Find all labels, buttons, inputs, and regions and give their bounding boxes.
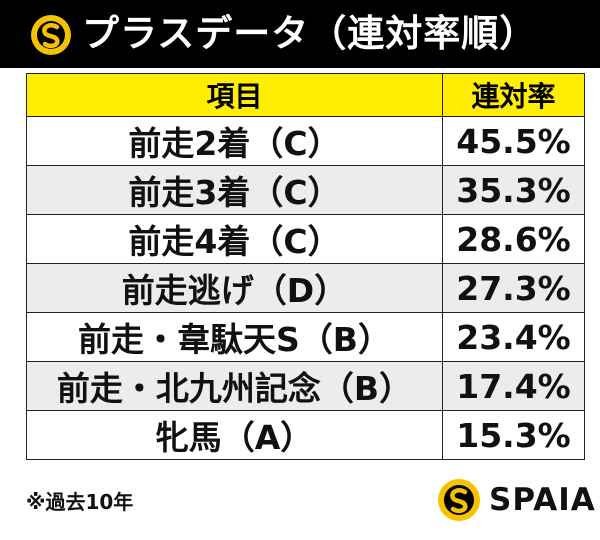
title-bar: プラスデータ（連対率順） — [0, 0, 600, 68]
brand-name: SPAIA — [489, 482, 596, 518]
row-item: 前走・韋駄天S（B） — [26, 312, 443, 362]
row-rate: 45.5% — [442, 116, 585, 166]
table-row: 前走4着（C） 28.6% — [26, 214, 585, 264]
header-rate: 連対率 — [442, 73, 585, 117]
table-row: 前走2着（C） 45.5% — [26, 116, 585, 166]
row-item: 前走・北九州記念（B） — [26, 361, 443, 411]
table-row: 前走逃げ（D） 27.3% — [26, 263, 585, 313]
table-header-row: 項目 連対率 — [26, 73, 585, 117]
row-rate: 27.3% — [442, 263, 585, 313]
row-rate: 17.4% — [442, 361, 585, 411]
row-item: 前走逃げ（D） — [26, 263, 443, 313]
footnote: ※過去10年 — [26, 490, 134, 514]
page-title: プラスデータ（連対率順） — [82, 12, 538, 55]
spaia-logo-icon — [438, 479, 480, 521]
brand-mark: SPAIA — [437, 478, 595, 522]
row-rate: 23.4% — [442, 312, 585, 362]
header-item: 項目 — [26, 73, 443, 117]
row-item: 前走3着（C） — [26, 165, 443, 215]
table-row: 前走・韋駄天S（B） 23.4% — [26, 312, 585, 362]
table-row: 前走・北九州記念（B） 17.4% — [26, 361, 585, 411]
plus-data-table: 項目 連対率 前走2着（C） 45.5% 前走3着（C） 35.3% 前走4着（… — [26, 73, 585, 460]
row-item: 前走2着（C） — [26, 116, 443, 166]
row-rate: 28.6% — [442, 214, 585, 264]
row-item: 前走4着（C） — [26, 214, 443, 264]
row-rate: 35.3% — [442, 165, 585, 215]
table-row: 前走3着（C） 35.3% — [26, 165, 585, 215]
row-item: 牝馬（A） — [26, 410, 443, 460]
table-row: 牝馬（A） 15.3% — [26, 410, 585, 460]
spaia-logo-icon — [31, 15, 71, 55]
row-rate: 15.3% — [442, 410, 585, 460]
